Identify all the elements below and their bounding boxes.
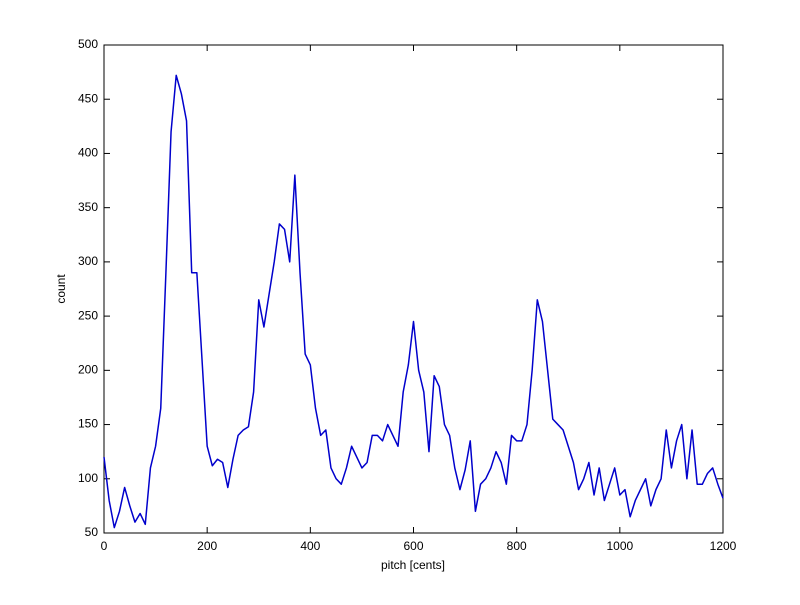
x-tick-label: 1000 <box>606 539 633 553</box>
y-tick-label: 450 <box>78 91 98 105</box>
y-tick-label: 50 <box>85 525 99 539</box>
y-tick-label: 100 <box>78 471 98 485</box>
y-tick-label: 400 <box>78 146 98 160</box>
y-tick-label: 200 <box>78 363 98 377</box>
y-tick-label: 500 <box>78 37 98 51</box>
x-tick-label: 200 <box>197 539 217 553</box>
y-axis-label: count <box>54 274 68 304</box>
data-line <box>103 74 724 529</box>
x-axis-label: pitch [cents] <box>381 558 445 572</box>
y-tick-label: 150 <box>78 417 98 431</box>
y-tick-label: 350 <box>78 200 98 214</box>
x-tick-label: 1200 <box>710 539 737 553</box>
y-tick-label: 250 <box>78 308 98 322</box>
x-tick-label: 600 <box>403 539 423 553</box>
x-tick-label: 0 <box>101 539 108 553</box>
x-tick-label: 800 <box>507 539 527 553</box>
y-tick-label: 300 <box>78 254 98 268</box>
plot-frame <box>103 44 724 534</box>
x-tick-label: 400 <box>300 539 320 553</box>
